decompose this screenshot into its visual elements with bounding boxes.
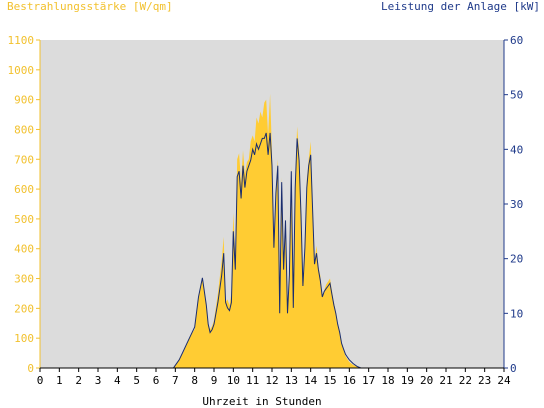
left-tick-label: 500 [14,213,34,226]
x-tick-label: 1 [56,374,63,387]
left-tick-label: 700 [14,153,34,166]
power-line [40,132,504,369]
x-tick-label: 4 [114,374,121,387]
left-tick-label: 900 [14,94,34,107]
x-tick-label: 16 [343,374,356,387]
left-tick-label: 600 [14,183,34,196]
x-tick-label: 17 [362,374,375,387]
left-axis-ticks: 0 100 200 300 400 500 600 700 800 900 1000 1100 [8,34,40,375]
right-tick-label: 30 [510,198,523,211]
left-tick-label: 800 [14,123,34,136]
left-tick-label: 100 [14,332,34,345]
x-tick-label: 18 [381,374,394,387]
x-tick-label: 9 [211,374,218,387]
x-tick-label: 11 [246,374,259,387]
right-tick-label: 60 [510,34,523,47]
x-tick-label: 3 [95,374,102,387]
x-tick-label: 22 [459,374,472,387]
x-tick-label: 6 [153,374,160,387]
x-tick-label: 24 [497,374,511,387]
x-tick-label: 8 [191,374,198,387]
x-tick-label: 23 [478,374,491,387]
x-tick-label: 19 [401,374,414,387]
left-tick-label: 1100 [8,34,35,47]
right-tick-label: 10 [510,307,523,320]
x-tick-label: 2 [75,374,82,387]
left-tick-label: 200 [14,302,34,315]
x-tick-label: 15 [323,374,336,387]
right-tick-label: 50 [510,89,523,102]
x-axis-ticks: 0 1 2 3 4 5 6 7 8 9 10 11 12 13 14 15 16 17 18 19 20 21 22 23 24 [37,368,511,387]
right-tick-label: 20 [510,253,523,266]
x-tick-label: 7 [172,374,179,387]
left-axis-title: Bestrahlungsstärke [W/qm] [7,0,173,13]
left-tick-label: 0 [27,362,34,375]
left-tick-label: 300 [14,273,34,286]
right-axis-title: Leistung der Anlage [kW] [381,0,540,13]
x-tick-label: 13 [285,374,298,387]
x-tick-label: 14 [304,374,318,387]
left-tick-label: 400 [14,243,34,256]
x-tick-label: 12 [265,374,278,387]
x-tick-label: 20 [420,374,433,387]
left-tick-label: 1000 [8,64,35,77]
x-tick-label: 10 [227,374,240,387]
x-axis-label: Uhrzeit in Stunden [202,395,321,408]
irradiance-area [40,93,504,368]
x-tick-label: 5 [133,374,140,387]
right-tick-label: 0 [510,362,517,375]
right-axis-ticks: 0 10 20 30 40 50 60 [504,34,523,375]
right-tick-label: 40 [510,143,523,156]
x-tick-label: 21 [439,374,452,387]
x-tick-label: 0 [37,374,44,387]
